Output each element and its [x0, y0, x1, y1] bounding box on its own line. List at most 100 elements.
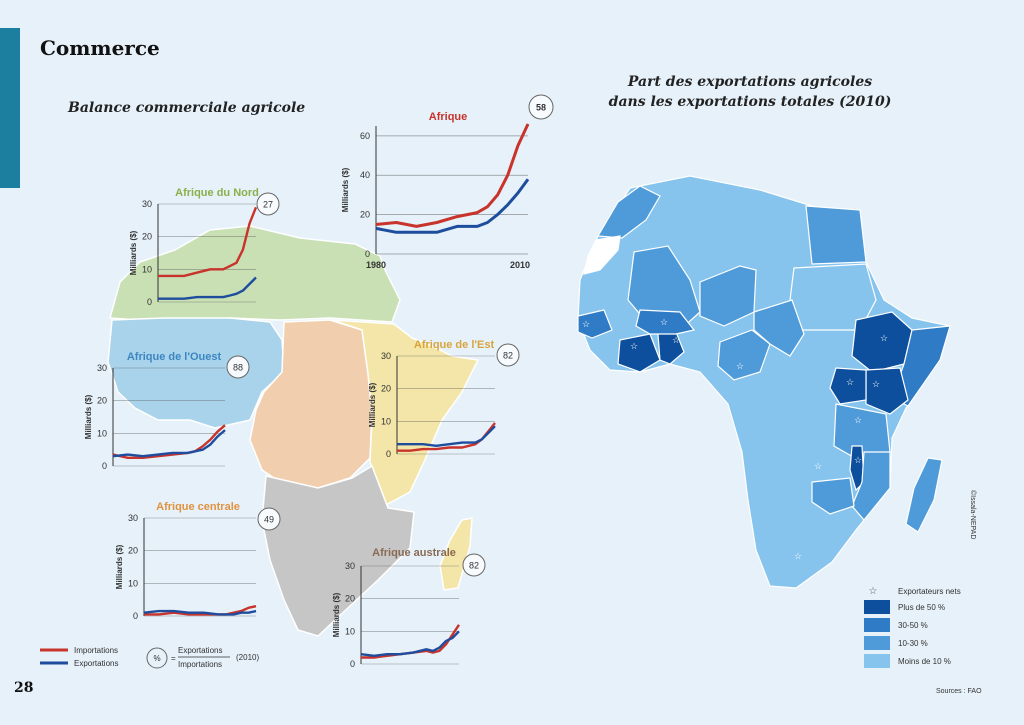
ratio-bubble [496, 343, 520, 367]
y-tick-label: 60 [360, 131, 370, 141]
y-tick-label: 30 [381, 351, 391, 361]
map-country-egypt [805, 205, 867, 265]
region-southern-africa [261, 464, 415, 637]
series-line-importations [158, 206, 258, 278]
ratio-value: 58 [536, 103, 546, 113]
chart-3: 0 10 20 30 Milliards ($) Afrique de l'Est 82 [368, 339, 520, 459]
chart-title: Afrique de l'Est [414, 339, 495, 351]
ratio-value: 27 [263, 200, 273, 210]
map-country-cote-divoire [617, 333, 661, 373]
series-line-importations [375, 123, 530, 228]
y-tick-label: 20 [345, 594, 355, 604]
net-exporter-star-icon: ☆ [880, 333, 888, 343]
legend-label-10-30: 10-30 % [898, 639, 928, 648]
y-tick-label: 20 [142, 232, 152, 242]
legend-ratio-denominator: Importations [178, 660, 222, 669]
net-exporter-star-icon: ☆ [672, 335, 680, 345]
net-exporter-star-icon: ☆ [854, 415, 862, 425]
chart-title: Afrique centrale [156, 501, 240, 513]
legend-ratio-symbol: % [153, 654, 160, 663]
regional-map [107, 225, 480, 637]
region-north-africa [109, 225, 401, 323]
y-axis-label: Milliards ($) [115, 544, 124, 589]
y-axis-label: Milliards ($) [368, 382, 377, 427]
y-tick-label: 30 [128, 513, 138, 523]
net-exporter-stars: ☆ ☆ ☆ ☆ ☆ ☆ ☆ ☆ ☆ ☆ ☆ ☆ [582, 317, 888, 561]
legend-imports-label: Importations [74, 646, 118, 655]
net-exporter-star-icon: ☆ [814, 461, 822, 471]
chart-5: 0 10 20 30 Milliards ($) Afrique australe 82 [332, 547, 486, 669]
map-country-uganda [829, 367, 867, 405]
chart-title: Afrique [429, 111, 468, 123]
y-tick-label: 0 [133, 611, 138, 621]
ratio-value: 49 [264, 515, 274, 525]
y-tick-label: 10 [345, 626, 355, 636]
y-tick-label: 0 [386, 449, 391, 459]
line-charts: 0 20 40 60 1980 20 10 Milliards ($) Afrique 58 0 10… [84, 94, 554, 669]
ratio-value: 82 [469, 561, 479, 571]
net-exporter-star-icon: ☆ [736, 361, 744, 371]
legend-net-exporters-label: Exportateurs nets [898, 587, 961, 596]
y-tick-label: 40 [360, 170, 370, 180]
y-tick-label: 30 [142, 199, 152, 209]
map-country-morocco [596, 185, 661, 239]
ratio-bubble [256, 192, 280, 216]
legend-star-icon: ☆ [869, 586, 878, 597]
legend-label-30-50: 30-50 % [898, 621, 928, 630]
map-country-zimbabwe [811, 477, 855, 515]
chart-title: Afrique du Nord [175, 187, 259, 199]
sources-note: Sources : FAO [936, 688, 982, 695]
y-tick-label: 10 [128, 578, 138, 588]
legend-ratio-year: (2010) [236, 653, 259, 662]
y-tick-label: 30 [97, 363, 107, 373]
y-tick-label: 10 [381, 416, 391, 426]
series-line-exportations [397, 425, 496, 447]
legend-swatch-10-30 [864, 636, 890, 650]
series-line-exportations [158, 276, 257, 300]
chart-title: Afrique australe [372, 547, 456, 559]
page-title: Commerce [40, 36, 160, 60]
net-exporter-star-icon: ☆ [630, 341, 638, 351]
y-axis-label: Milliards ($) [129, 230, 138, 275]
series-line-exportations [143, 609, 257, 616]
region-madagascar [439, 517, 473, 591]
net-exporter-star-icon: ☆ [582, 319, 590, 329]
chart-title: Afrique de l'Ouest [127, 351, 222, 363]
legend-ratio-equals: = [171, 654, 176, 663]
map-country-cameroon [717, 329, 771, 381]
photo-credit: ©Issala-NEPAD [969, 490, 976, 540]
net-exporter-star-icon: ☆ [854, 455, 862, 465]
map-country-chad [753, 299, 805, 357]
region-east-africa [331, 319, 480, 508]
legend-swatch-30-50 [864, 618, 890, 632]
map-country-burkina [635, 309, 696, 335]
legend-swatch-plus-50 [864, 600, 890, 614]
ratio-value: 82 [503, 351, 513, 361]
legend-exports-label: Exportations [74, 659, 118, 668]
right-map-title-line2: dans les exportations totales (2010) [608, 94, 892, 110]
chart-1: 0 10 20 30 Milliards ($) Afrique du Nord 27 [129, 187, 280, 307]
ratio-bubble [462, 553, 486, 577]
ratio-value: 88 [233, 363, 243, 373]
series-line-exportations [360, 630, 460, 657]
y-axis-label: Milliards ($) [84, 394, 93, 439]
x-tick-label: 1980 [366, 260, 386, 270]
net-exporter-star-icon: ☆ [846, 377, 854, 387]
chart-0: 0 20 40 60 1980 2010 Milliards ($) Afrique 58 [341, 94, 554, 270]
right-map-title: Part des exportations agricoles dans les… [600, 72, 900, 112]
chart-4: 0 10 20 30 Milliards ($) Afrique centrale 49 [115, 501, 281, 621]
left-map-title: Balance commerciale agricole [68, 100, 306, 116]
right-legend: ☆ Exportateurs nets Plus de 50 % 30-50 %… [864, 586, 961, 668]
y-tick-label: 20 [360, 210, 370, 220]
ratio-bubble [257, 507, 281, 531]
y-tick-label: 20 [97, 396, 107, 406]
y-tick-label: 10 [97, 428, 107, 438]
left-legend: Importations Exportations % = Exportatio… [40, 646, 259, 669]
section-accent-bar [0, 28, 20, 188]
map-country-madagascar [905, 457, 943, 533]
net-exporter-star-icon: ☆ [660, 317, 668, 327]
map-country-senegal [577, 309, 613, 339]
legend-label-moins-10: Moins de 10 % [898, 657, 951, 666]
y-axis-label: Milliards ($) [332, 592, 341, 637]
